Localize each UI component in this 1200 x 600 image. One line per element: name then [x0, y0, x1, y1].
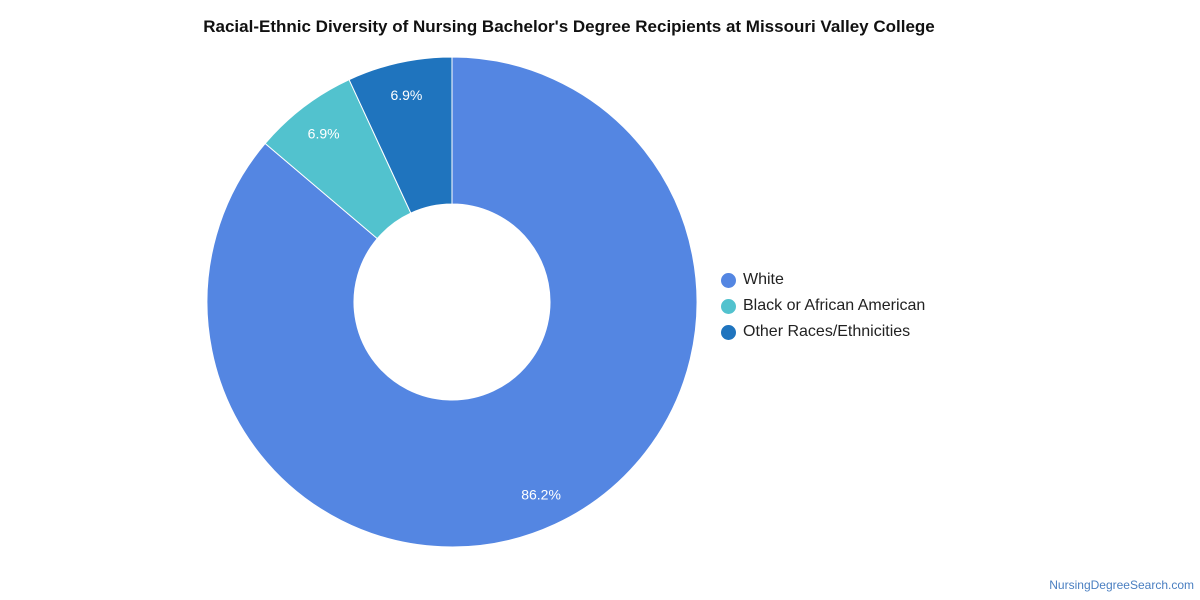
legend-item-white[interactable]: White	[721, 267, 925, 293]
slice-labels-group: 86.2% 6.9% 6.9%	[308, 87, 561, 502]
slice-label-black-or-african-american: 6.9%	[308, 125, 340, 141]
slice-white[interactable]	[206, 56, 698, 548]
slice-label-other-races-ethnicities: 6.9%	[390, 87, 422, 103]
legend-swatch-white	[721, 272, 736, 288]
legend-swatch-black-or-african-american	[721, 298, 736, 314]
legend-label-white: White	[743, 271, 784, 288]
slice-label-white: 86.2%	[521, 486, 561, 502]
chart-title: Racial-Ethnic Diversity of Nursing Bache…	[203, 17, 935, 36]
slice-other-races-ethnicities[interactable]	[348, 56, 453, 214]
legend-item-black-or-african-american[interactable]: Black or African American	[721, 293, 925, 319]
legend-label-other-races: Other Races/Ethnicities	[743, 323, 911, 340]
legend-item-other-races[interactable]: Other Races/Ethnicities	[721, 319, 925, 345]
legend-label-black-or-african-american: Black or African American	[743, 297, 926, 314]
legend: White Black or African American Other Ra…	[721, 267, 925, 345]
slices-group	[206, 56, 698, 548]
legend-swatch-other-races	[721, 324, 736, 340]
source-link[interactable]: NursingDegreeSearch.com	[1049, 578, 1194, 592]
